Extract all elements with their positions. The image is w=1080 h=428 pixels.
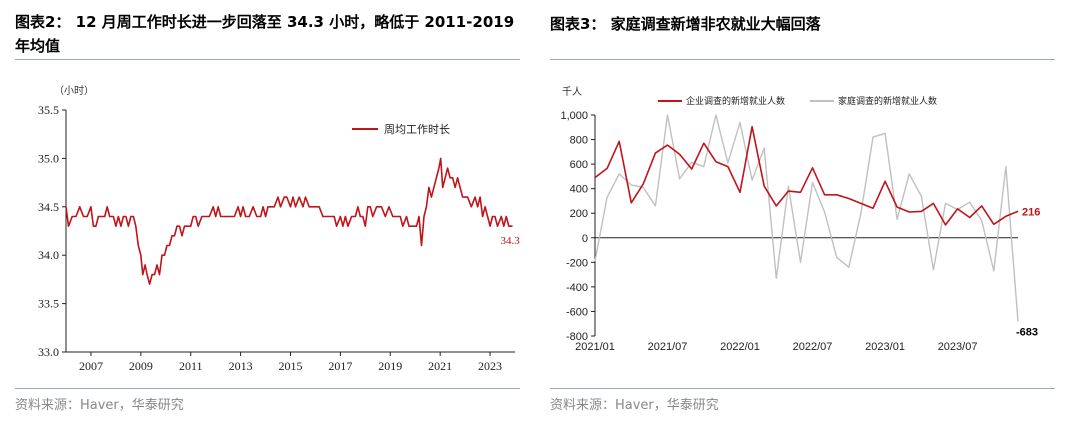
y-tick-label: 35.0 [38,151,59,165]
title-rule-left [15,59,520,60]
source-rule-left [15,388,520,389]
x-tick-label: 2022/01 [720,341,760,353]
x-tick-label: 2021/07 [648,341,688,353]
y-tick-label: 33.5 [38,297,59,311]
y-tick-label: -600 [566,306,588,318]
title-rule-right [550,59,1055,60]
chart-title-left-line2: 年均值 [15,37,61,55]
panel-weekly-hours: 图表2： 12 月周工作时长进一步回落至 34.3 小时，略低于 2011-20… [0,0,530,428]
payrolls-chart: 千人1,0008006004002000-200-400-600-8002021… [560,86,1040,353]
end-label-household: -683 [1016,327,1038,339]
x-tick-label: 2015 [279,359,303,373]
chart-title-left-line1: 图表2： 12 月周工作时长进一步回落至 34.3 小时，略低于 2011-20… [15,13,515,31]
hours-chart: （小时） 35.5 35.0 34.5 34.0 33.5 33.0 2007 2009 2011… [38,85,521,373]
y-tick-label: -400 [566,282,588,294]
last-value-label: 34.3 [501,235,521,247]
end-label-establishment: 216 [1022,206,1040,218]
x-tick-label: 2021 [428,359,452,373]
y-tick-label: 600 [570,159,588,171]
x-tick-label: 2023/07 [938,341,978,353]
y-tick-label: 35.5 [38,103,59,117]
y-tick-label: 0 [582,233,588,245]
y-tick-label: 800 [570,135,588,147]
chart-title-right: 图表3： 家庭调查新增非农就业大幅回落 [550,15,821,33]
x-tick-label: 2007 [79,359,103,373]
legend-label-household: 家庭调查的新增就业人数 [838,95,937,107]
source-right: 资料来源：Haver，华泰研究 [550,398,719,413]
x-tick-label: 2022/07 [793,341,833,353]
y-tick-label: 33.0 [38,345,59,359]
panel-payrolls: 图表3： 家庭调查新增非农就业大幅回落 千人 1,000 800 600 400 200 0… [548,0,1080,428]
y-tick-label: 34.0 [38,248,59,262]
source-rule-right [550,388,1055,389]
y-tick-label: -200 [566,257,588,269]
x-tick-label: 2023 [478,359,502,373]
y-unit-label: （小时） [54,85,94,97]
y-tick-label: 1,000 [560,110,588,122]
x-tick-label: 2017 [328,359,352,373]
x-tick-label: 2011 [179,359,203,373]
series-line-household [594,114,1019,322]
series-line-establishment [594,125,1019,226]
chart-title-left: 图表2： 12 月周工作时长进一步回落至 34.3 小时，略低于 2011-20… [15,10,530,58]
source-left: 资料来源：Haver，华泰研究 [15,398,184,413]
y-tick-label: -800 [566,331,588,343]
x-tick-label: 2021/01 [575,341,615,353]
y-unit-label: 千人 [562,86,582,98]
x-tick-label: 2019 [378,359,402,373]
legend-label-establishment: 企业调查的新增就业人数 [686,95,785,107]
legend-label-weekly-hours: 周均工作时长 [384,123,450,136]
x-tick-label: 2009 [129,359,153,373]
y-tick-label: 34.5 [38,200,59,214]
series-line-weekly-hours [65,157,513,285]
y-tick-label: 400 [570,184,588,196]
x-tick-label: 2023/01 [865,341,905,353]
x-tick-label: 2013 [229,359,253,373]
y-tick-label: 200 [570,208,588,220]
